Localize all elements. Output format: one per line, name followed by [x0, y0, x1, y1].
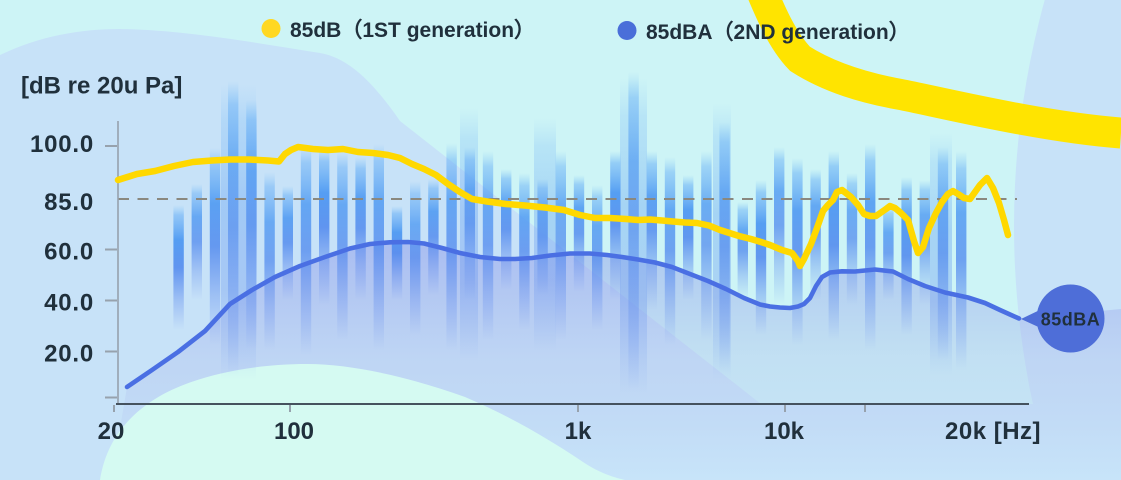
svg-text:[dB re 20u Pa]: [dB re 20u Pa] — [21, 73, 182, 100]
svg-text:10k: 10k — [764, 418, 805, 445]
svg-text:60.0: 60.0 — [44, 239, 94, 266]
svg-text:1k: 1k — [565, 418, 592, 445]
svg-text:85dB（1ST generation）: 85dB（1ST generation） — [290, 18, 535, 42]
svg-text:20.0: 20.0 — [44, 341, 94, 368]
svg-text:20k [Hz]: 20k [Hz] — [945, 418, 1041, 445]
svg-text:40.0: 40.0 — [44, 290, 94, 317]
svg-text:85dBA: 85dBA — [1041, 310, 1101, 330]
svg-text:85.0: 85.0 — [44, 189, 94, 216]
svg-text:85dBA（2ND generation）: 85dBA（2ND generation） — [646, 20, 910, 44]
svg-text:100.0: 100.0 — [30, 131, 94, 158]
svg-text:100: 100 — [274, 418, 314, 445]
svg-text:20: 20 — [98, 418, 125, 445]
